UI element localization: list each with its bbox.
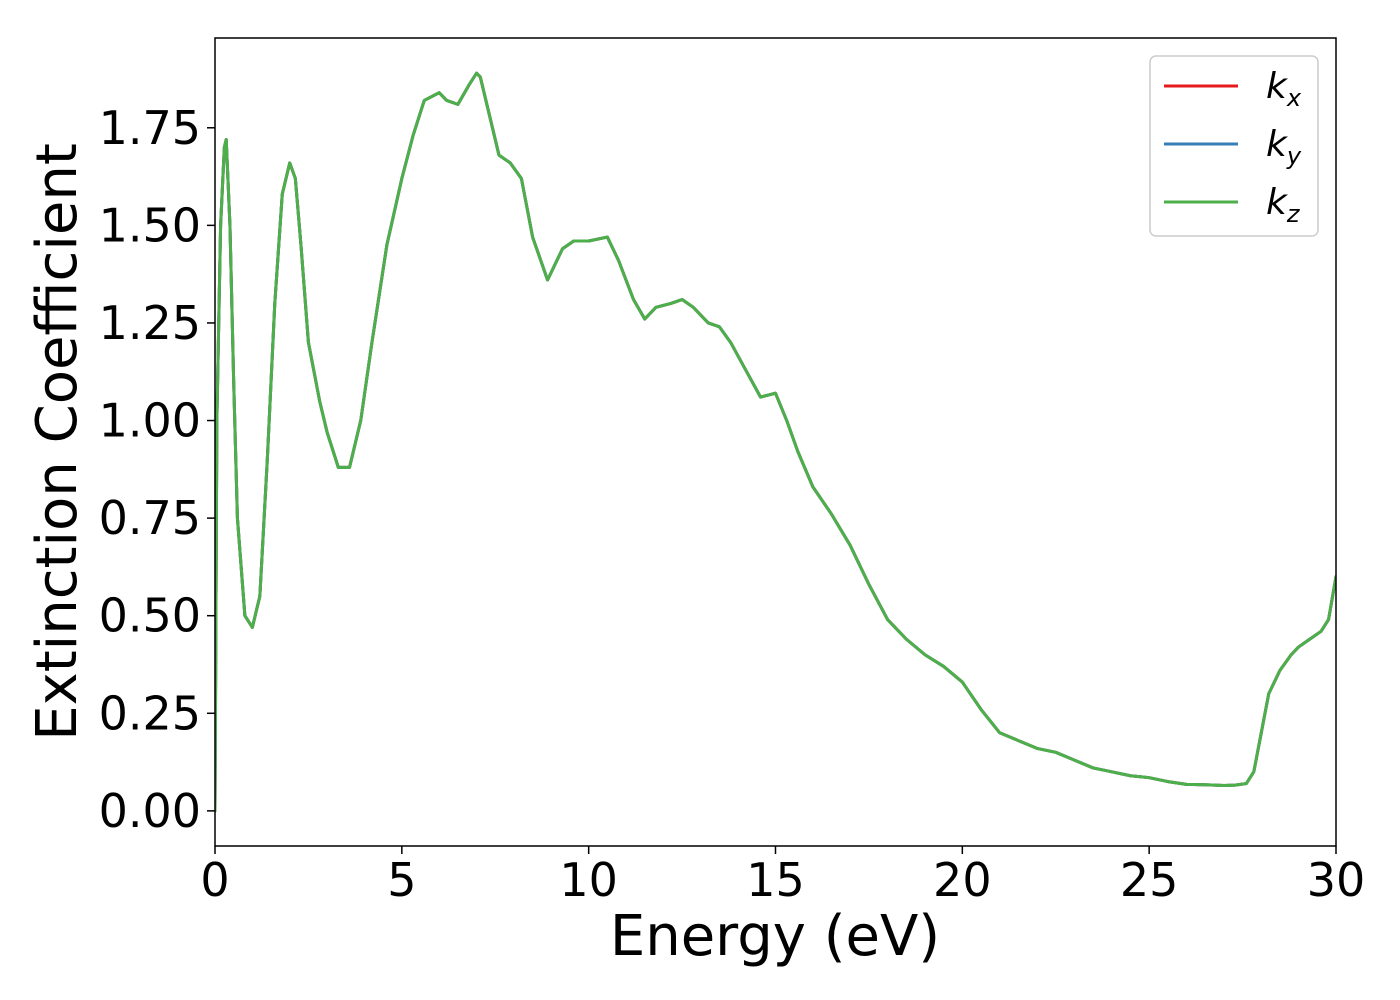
legend: kx ky kz: [1149, 55, 1319, 237]
y-tick-label: 1.75: [99, 101, 201, 155]
x-tick-label: 0: [200, 853, 229, 907]
x-tick-label: 5: [387, 853, 416, 907]
x-tick-label: 25: [1120, 853, 1179, 907]
x-tick-label: 10: [559, 853, 618, 907]
legend-entries: kx ky kz: [1164, 66, 1302, 228]
y-tick-label: 1.25: [99, 296, 201, 350]
y-axis-label: Extinction Coefficient: [25, 143, 90, 741]
x-axis: 0 5 10 15 20 25 30: [200, 846, 1365, 907]
y-tick-label: 0.00: [99, 784, 201, 838]
legend-box: [1149, 55, 1319, 237]
x-tick-label: 30: [1307, 853, 1366, 907]
legend-label-z: kz: [1266, 182, 1301, 228]
legend-label-y: ky: [1266, 124, 1302, 170]
y-tick-label: 1.00: [99, 394, 201, 448]
y-tick-label: 1.50: [99, 198, 201, 252]
y-axis: 0.00 0.25 0.50 0.75 1.00 1.25 1.50 1.75: [99, 101, 215, 838]
y-tick-label: 0.25: [99, 686, 201, 740]
x-axis-label: Energy (eV): [610, 904, 940, 969]
legend-label-x: kx: [1266, 66, 1302, 112]
series-layer: [215, 71, 1336, 813]
series-line-z: [215, 71, 1336, 813]
x-tick-label: 15: [746, 853, 805, 907]
x-tick-label: 20: [933, 853, 992, 907]
y-tick-label: 0.75: [99, 491, 201, 545]
y-tick-label: 0.50: [99, 589, 201, 643]
